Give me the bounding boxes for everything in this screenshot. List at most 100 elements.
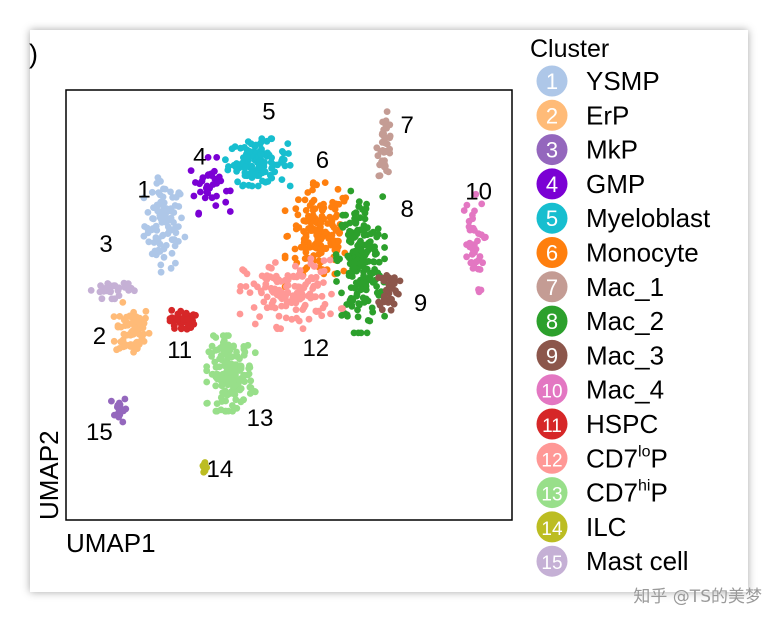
point-cd7lop <box>243 270 251 278</box>
point-ysmp <box>156 240 164 248</box>
point-myeloblast <box>234 178 242 186</box>
point-cd7lop <box>314 280 321 288</box>
point-mac-1 <box>383 108 391 115</box>
point-mac-2 <box>354 306 361 314</box>
point-cd7lop <box>318 292 326 300</box>
point-cd7hip <box>213 407 221 415</box>
point-myeloblast <box>258 137 266 145</box>
point-cd7hip <box>203 378 211 386</box>
point-ysmp <box>153 179 161 187</box>
cluster-label-5: 5 <box>262 98 275 125</box>
point-gmp <box>187 167 195 175</box>
point-ysmp <box>157 268 165 276</box>
point-ysmp <box>159 193 167 201</box>
legend-label: Mac_1 <box>586 272 664 302</box>
point-mac-2 <box>351 233 359 240</box>
legend-swatch <box>536 168 568 200</box>
point-cd7hip <box>251 388 259 396</box>
point-erp <box>116 313 124 320</box>
point-ysmp <box>143 224 151 232</box>
point-cd7hip <box>229 377 237 385</box>
legend-number: 3 <box>546 138 558 163</box>
point-erp <box>110 313 118 320</box>
point-mac-2 <box>332 251 340 258</box>
point-mac-2 <box>363 329 371 337</box>
legend-number: 9 <box>546 343 558 368</box>
point-cd7lop <box>260 298 268 306</box>
point-mac-2 <box>344 252 352 260</box>
point-myeloblast <box>280 149 288 157</box>
point-cd7hip <box>209 370 217 378</box>
point-myeloblast <box>262 178 269 186</box>
point-mast-cell <box>114 287 122 295</box>
legend-item-1: 1 YSMP <box>536 65 660 97</box>
plot-area-border <box>65 89 513 521</box>
legend-swatch <box>536 305 568 337</box>
legend-swatch <box>536 511 568 543</box>
point-mac-1 <box>382 117 390 125</box>
point-cd7hip <box>226 363 234 371</box>
point-monocyte <box>300 228 307 235</box>
legend-item-15: 15 Mast cell <box>536 545 689 577</box>
point-mac-1 <box>378 131 386 139</box>
point-myeloblast <box>268 165 275 172</box>
point-hspc <box>177 325 185 333</box>
point-cd7lop <box>337 305 345 312</box>
point-monocyte <box>291 254 299 262</box>
point-gmp <box>223 187 230 195</box>
point-monocyte <box>295 196 302 204</box>
point-gmp <box>195 210 203 218</box>
point-cd7lop <box>262 283 269 291</box>
point-mac-2 <box>346 235 354 243</box>
point-cd7lop <box>306 290 314 298</box>
cluster-label-15: 15 <box>86 419 113 446</box>
point-cd7hip <box>203 367 211 375</box>
legend-swatch <box>536 65 568 97</box>
point-monocyte <box>281 207 289 215</box>
point-mac-4 <box>476 253 484 260</box>
legend-swatch <box>536 339 568 371</box>
point-monocyte <box>313 230 321 238</box>
point-ysmp <box>151 204 159 212</box>
cluster-label-2: 2 <box>93 323 106 350</box>
point-ysmp <box>160 253 168 261</box>
point-monocyte <box>307 227 315 235</box>
point-cd7hip <box>240 351 248 359</box>
point-cd7lop <box>256 313 263 320</box>
point-mac-2 <box>352 279 360 287</box>
point-cd7lop <box>236 310 244 318</box>
point-mac-2 <box>351 247 359 255</box>
point-mac-2 <box>333 278 340 285</box>
point-mac-2 <box>381 232 388 240</box>
point-myeloblast <box>286 182 294 190</box>
point-monocyte <box>294 211 302 219</box>
point-erp <box>145 329 153 337</box>
point-myeloblast <box>263 137 271 145</box>
point-cd7hip <box>211 358 219 366</box>
point-ysmp <box>144 209 152 216</box>
point-ysmp <box>181 233 189 241</box>
y-axis-label: UMAP2 <box>34 430 64 520</box>
point-cd7hip <box>233 404 241 412</box>
point-mast-cell <box>107 288 114 296</box>
point-mac-4 <box>472 190 480 198</box>
point-cd7lop <box>298 294 306 301</box>
point-monocyte <box>302 207 310 214</box>
point-ysmp <box>151 247 159 255</box>
point-cd7hip <box>217 344 224 352</box>
point-erp <box>128 343 136 350</box>
point-monocyte <box>329 198 336 206</box>
point-mac-2 <box>355 198 363 206</box>
cluster-label-6: 6 <box>316 147 329 174</box>
legend-number: 8 <box>546 309 558 334</box>
point-cd7lop <box>318 312 326 320</box>
point-myeloblast <box>280 156 288 164</box>
legend-swatch <box>536 374 568 406</box>
point-myeloblast <box>246 148 254 155</box>
point-myeloblast <box>267 159 275 166</box>
point-gmp <box>212 202 220 210</box>
point-mac-2 <box>342 211 349 219</box>
legend-number: 12 <box>541 450 562 471</box>
cluster-label-10: 10 <box>465 179 492 206</box>
